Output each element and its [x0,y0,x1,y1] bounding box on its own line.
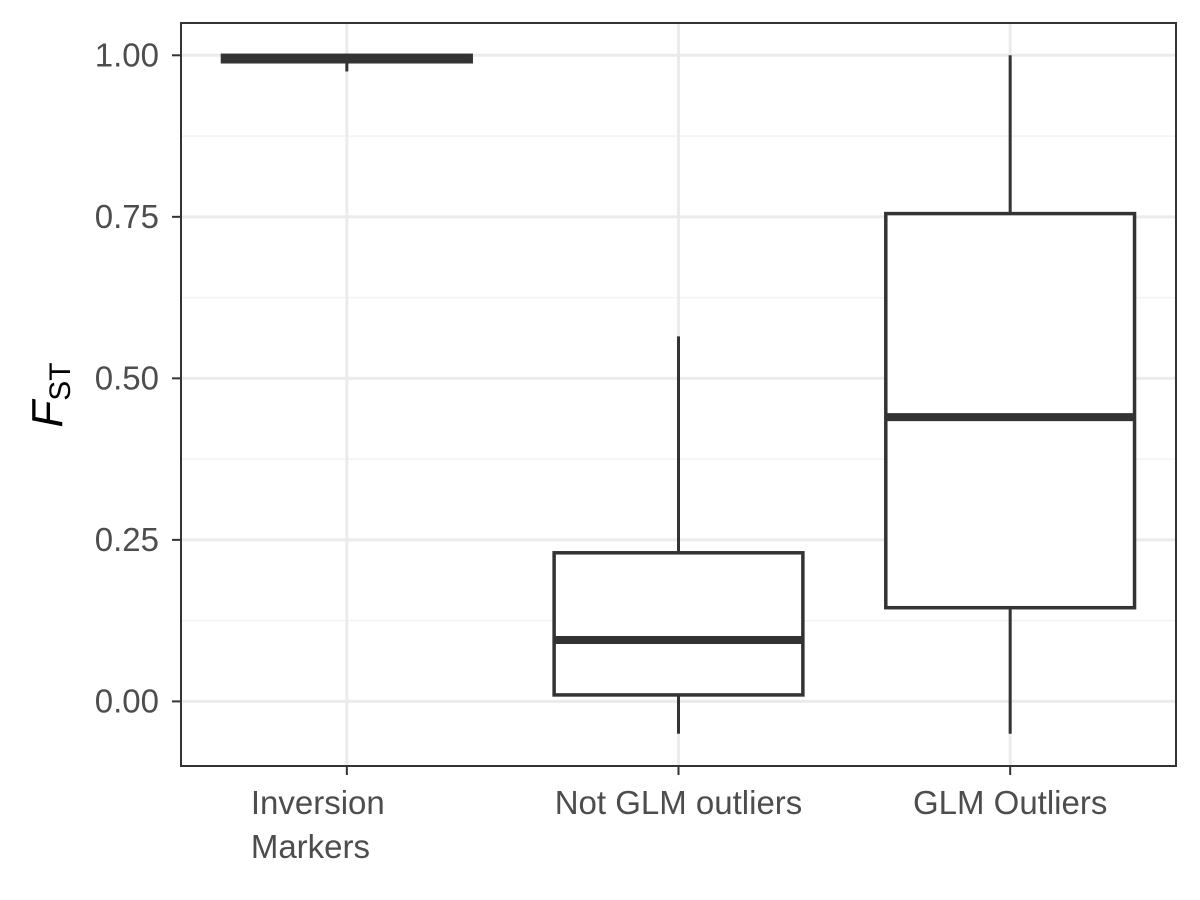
y-axis-title: FST [23,362,77,427]
y-tick-label: 0.75 [95,198,159,235]
box-iqr [884,211,1137,610]
y-tick-label: 0.25 [95,521,159,558]
x-category-label: GLM Outliers [913,784,1107,821]
x-category-label: Inversion Markers [251,784,385,865]
y-axis-title-subscript: ST [44,362,77,400]
x-category-label-line: Inversion [251,784,385,821]
box-series [220,53,1137,734]
y-tick-label: 1.00 [95,36,159,73]
x-category-label-line: Not GLM outliers [555,784,803,821]
y-axis-title-main: F [23,399,72,428]
box-group [884,55,1137,734]
box-group [220,53,473,72]
x-category-label-line: GLM Outliers [913,784,1107,821]
box-iqr [552,551,805,697]
x-category-label: Not GLM outliers [555,784,803,821]
y-tick-label: 0.50 [95,359,159,396]
axes: 0.00 0.25 0.50 0.75 1.00 Inversion Markers Not … [95,36,1108,865]
box-group [552,336,805,734]
y-tick-label: 0.00 [95,682,159,719]
x-category-label-line: Markers [251,828,370,865]
